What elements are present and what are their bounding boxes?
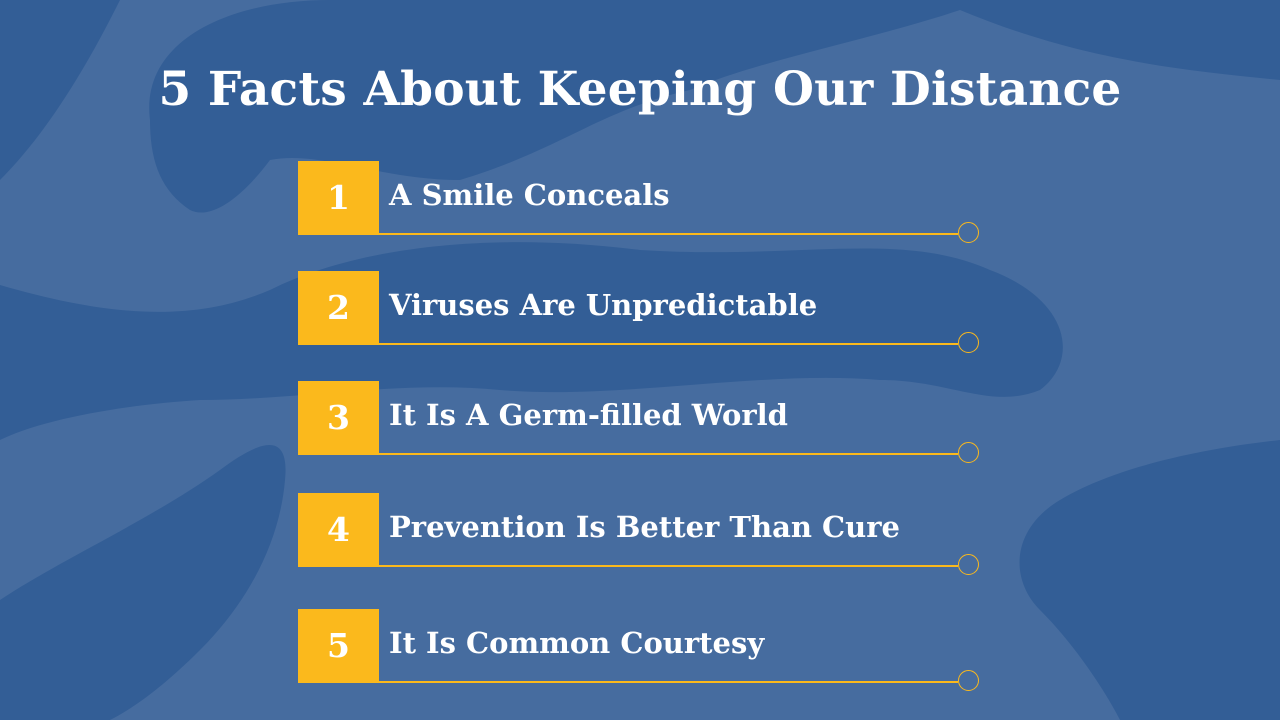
- fact-item-2: 2 Viruses Are Unpredictable: [298, 271, 988, 361]
- circle-endpoint-icon: [958, 332, 979, 353]
- fact-label: It Is Common Courtesy: [389, 626, 765, 660]
- circle-endpoint-icon: [958, 442, 979, 463]
- fact-number-badge: 3: [298, 381, 379, 454]
- circle-endpoint-icon: [958, 222, 979, 243]
- fact-number-badge: 1: [298, 161, 379, 234]
- fact-number-badge: 2: [298, 271, 379, 344]
- fact-number-badge: 5: [298, 609, 379, 682]
- fact-label: Prevention Is Better Than Cure: [389, 510, 900, 544]
- fact-divider-line: [298, 565, 958, 567]
- left-upper-blob: [0, 0, 120, 180]
- fact-item-5: 5 It Is Common Courtesy: [298, 609, 988, 699]
- circle-endpoint-icon: [958, 670, 979, 691]
- middle-blob: [0, 242, 1063, 440]
- top-blob: [149, 0, 1280, 213]
- fact-label: It Is A Germ-filled World: [389, 398, 788, 432]
- left-lower-blob: [0, 445, 286, 720]
- fact-divider-line: [298, 453, 958, 455]
- fact-label: A Smile Conceals: [389, 178, 670, 212]
- fact-label: Viruses Are Unpredictable: [389, 288, 818, 322]
- circle-endpoint-icon: [958, 554, 979, 575]
- fact-item-4: 4 Prevention Is Better Than Cure: [298, 493, 988, 583]
- fact-divider-line: [298, 681, 958, 683]
- fact-divider-line: [298, 343, 958, 345]
- fact-item-3: 3 It Is A Germ-filled World: [298, 381, 988, 471]
- fact-item-1: 1 A Smile Conceals: [298, 161, 988, 251]
- right-lower-blob: [1019, 440, 1280, 720]
- fact-number-badge: 4: [298, 493, 379, 566]
- fact-divider-line: [298, 233, 958, 235]
- page-title: 5 Facts About Keeping Our Distance: [158, 62, 1122, 117]
